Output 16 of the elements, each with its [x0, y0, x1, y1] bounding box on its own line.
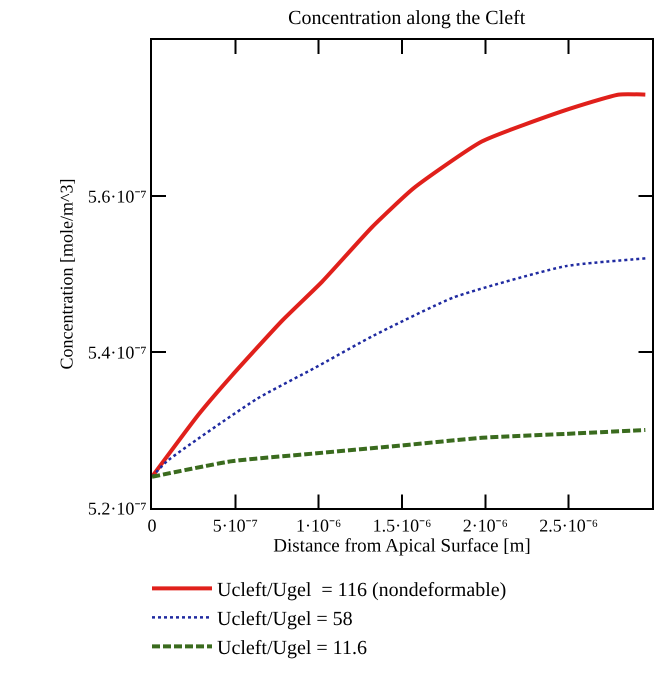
legend-label: Ucleft/Ugel = 11.6 [217, 637, 367, 660]
x-tick-label: 2·10⁻⁶ [462, 515, 508, 536]
y-axis-title: Concentration [mole/m^3] [56, 178, 77, 370]
x-tick-label: 2.5·10⁻⁶ [539, 515, 598, 536]
x-tick-label: 1·10⁻⁶ [296, 515, 342, 536]
x-tick-label: 1.5·10⁻⁶ [372, 515, 432, 536]
chart-title: Concentration along the Cleft [288, 7, 526, 30]
x-axis-title: Distance from Apical Surface [m] [273, 535, 531, 556]
legend-label: Ucleft/Ugel = 116 (nondeformable) [217, 579, 506, 602]
legend-label: Ucleft/Ugel = 58 [217, 608, 353, 630]
y-tick-label: 5.2·10⁻⁷ [88, 498, 147, 518]
x-tick-label: 5·10⁻⁷ [212, 515, 258, 536]
line-series [152, 428, 648, 479]
x-tick-label: 0 [148, 515, 156, 536]
y-tick-label: 5.6·10⁻⁷ [88, 186, 147, 206]
y-tick-label: 5.4·10⁻⁷ [88, 342, 147, 362]
